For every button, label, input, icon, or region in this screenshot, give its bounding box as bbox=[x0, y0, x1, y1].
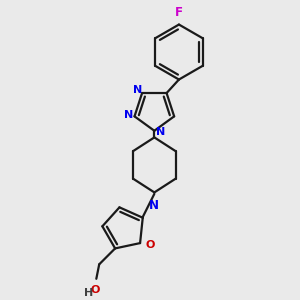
Text: N: N bbox=[156, 127, 165, 137]
Text: H: H bbox=[85, 288, 94, 298]
Text: O: O bbox=[90, 285, 100, 295]
Text: N: N bbox=[149, 199, 159, 212]
Text: O: O bbox=[145, 240, 155, 250]
Text: F: F bbox=[175, 6, 183, 19]
Text: N: N bbox=[133, 85, 142, 94]
Text: N: N bbox=[124, 110, 133, 120]
